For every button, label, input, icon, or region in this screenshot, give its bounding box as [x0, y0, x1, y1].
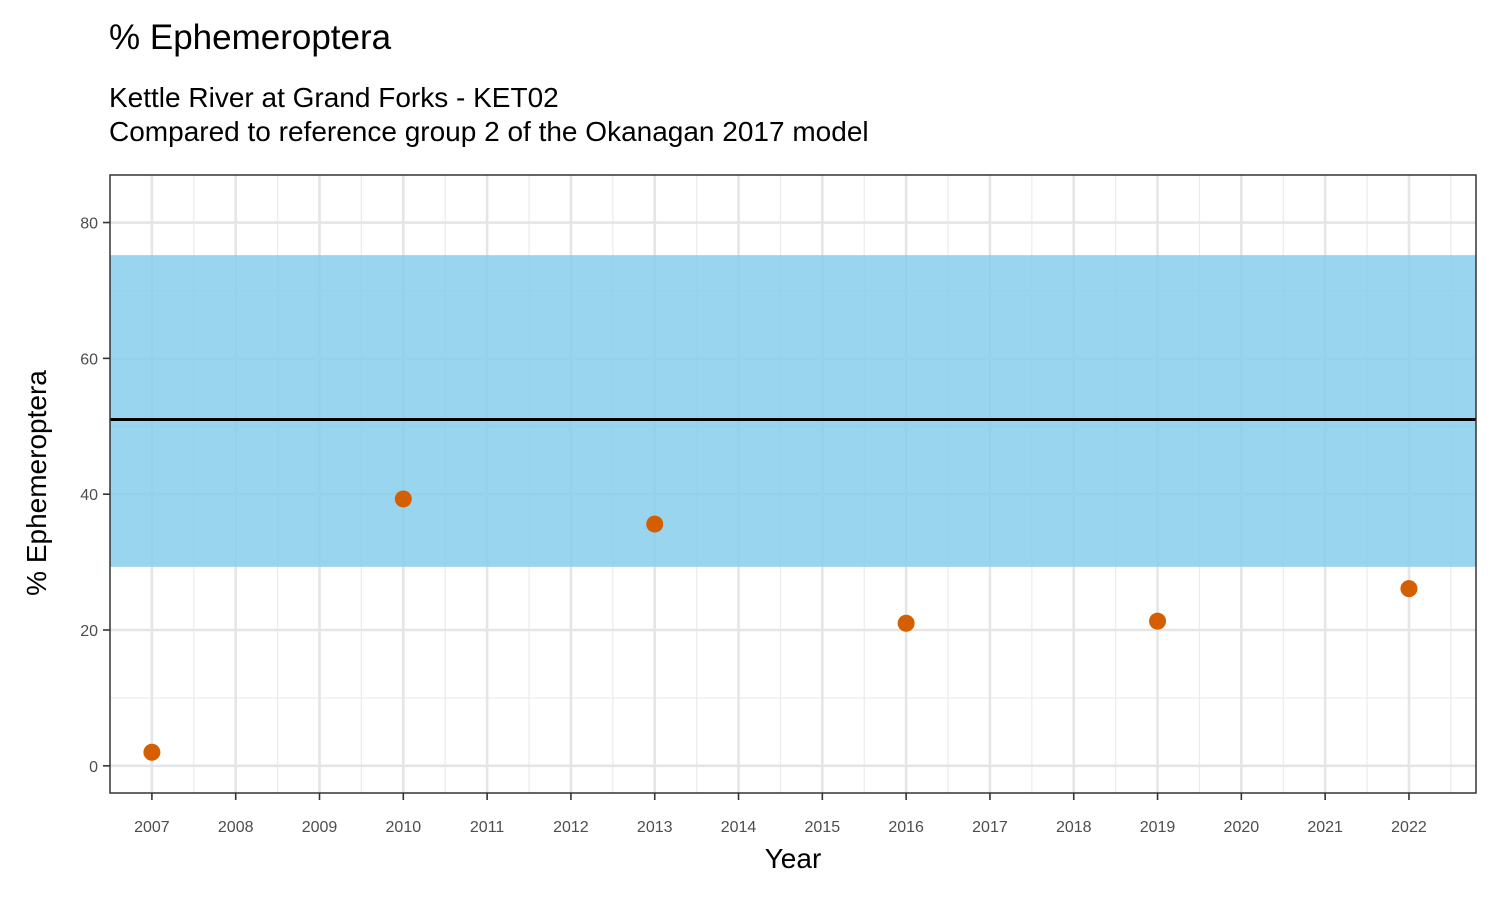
y-tick-label: 40 — [80, 487, 98, 504]
chart-title: % Ephemeroptera — [109, 18, 392, 57]
chart-subtitle-line-1: Kettle River at Grand Forks - KET02 — [109, 82, 559, 113]
x-tick-label: 2014 — [721, 819, 757, 836]
x-tick-label: 2012 — [553, 819, 589, 836]
x-tick-label: 2019 — [1140, 819, 1176, 836]
y-axis-title: % Ephemeroptera — [21, 370, 52, 596]
x-axis: 2007 2008 2009 2010 2011 2012 2013 2014 2015 2016… — [134, 793, 1427, 836]
x-tick-label: 2008 — [218, 819, 254, 836]
data-point-2019 — [1149, 612, 1167, 630]
data-point-2013 — [646, 515, 664, 533]
x-tick-label: 2015 — [805, 819, 841, 836]
x-axis-title: Year — [765, 843, 822, 874]
data-points — [143, 490, 1418, 761]
data-point-2016 — [897, 614, 915, 632]
y-axis: 0 20 40 60 80 — [80, 216, 110, 776]
chart-subtitle-line-2: Compared to reference group 2 of the Oka… — [109, 116, 869, 147]
x-tick-label: 2020 — [1224, 819, 1260, 836]
x-tick-label: 2017 — [972, 819, 1008, 836]
y-tick-label: 20 — [80, 623, 98, 640]
panel-border — [109, 174, 1477, 794]
data-point-2022 — [1400, 580, 1418, 598]
x-tick-label: 2010 — [386, 819, 422, 836]
x-tick-label: 2018 — [1056, 819, 1092, 836]
y-tick-label: 80 — [80, 216, 98, 233]
x-tick-label: 2009 — [302, 819, 338, 836]
y-tick-label: 0 — [89, 759, 98, 776]
data-point-2010 — [394, 490, 412, 508]
x-tick-label: 2021 — [1307, 819, 1343, 836]
x-tick-label: 2016 — [888, 819, 924, 836]
y-tick-label: 60 — [80, 351, 98, 368]
reference-band — [110, 255, 1476, 567]
x-tick-label: 2013 — [637, 819, 673, 836]
x-tick-label: 2022 — [1391, 819, 1427, 836]
data-point-2007 — [143, 743, 161, 761]
x-tick-label: 2011 — [470, 819, 505, 836]
x-tick-label: 2007 — [134, 819, 170, 836]
